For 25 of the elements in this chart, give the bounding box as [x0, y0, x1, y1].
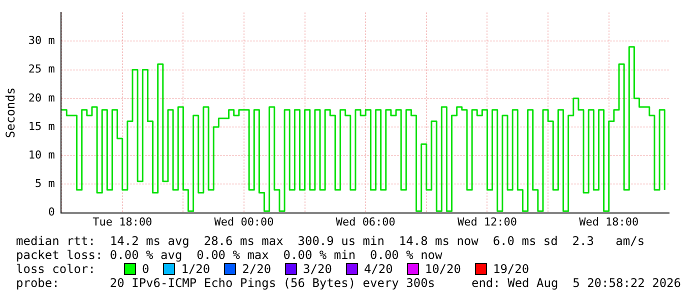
x-tick-label: Wed 06:00 — [336, 215, 396, 228]
x-tick-label: Wed 18:00 — [579, 215, 639, 228]
text: 10/20 — [424, 262, 461, 276]
y-tick-label: 5 m — [35, 177, 56, 190]
text: end: Wed Aug 5 20:58:22 2026 — [471, 276, 681, 290]
y-axis-title: Seconds — [3, 87, 18, 138]
text: 0 — [142, 262, 150, 276]
text: 4/20 — [364, 262, 393, 276]
text: 1/20 — [181, 262, 210, 276]
y-tick-label: 30 m — [28, 34, 56, 48]
y-tick-label: 20 m — [28, 91, 56, 104]
y-tick-label: 10 m — [28, 148, 56, 162]
y-tick-label: 0 — [48, 206, 55, 219]
text: 3/20 — [303, 262, 332, 276]
text: probe: 20 IPv6-ICMP Echo Pings (56 Bytes) every 300s — [16, 276, 436, 290]
y-tick-label: 25 m — [28, 62, 56, 76]
x-tick-label: Wed 00:00 — [214, 215, 274, 228]
x-tick-label: Tue 18:00 — [92, 215, 152, 228]
text: loss color: — [16, 262, 96, 276]
x-tick-label: Wed 12:00 — [457, 215, 518, 228]
text: packet loss: 0.00 % avg 0.00 % max 0.00 % min 0.00 % now — [16, 248, 444, 262]
text: 2/20 — [242, 262, 272, 276]
text: median rtt: 14.2 ms avg 28.6 ms max 300.9 us min 14.8 ms now 6.0 ms sd 2.3 am/s — [16, 234, 646, 248]
y-tick-label: 15 m — [28, 120, 56, 133]
text: 19/20 — [492, 262, 530, 276]
